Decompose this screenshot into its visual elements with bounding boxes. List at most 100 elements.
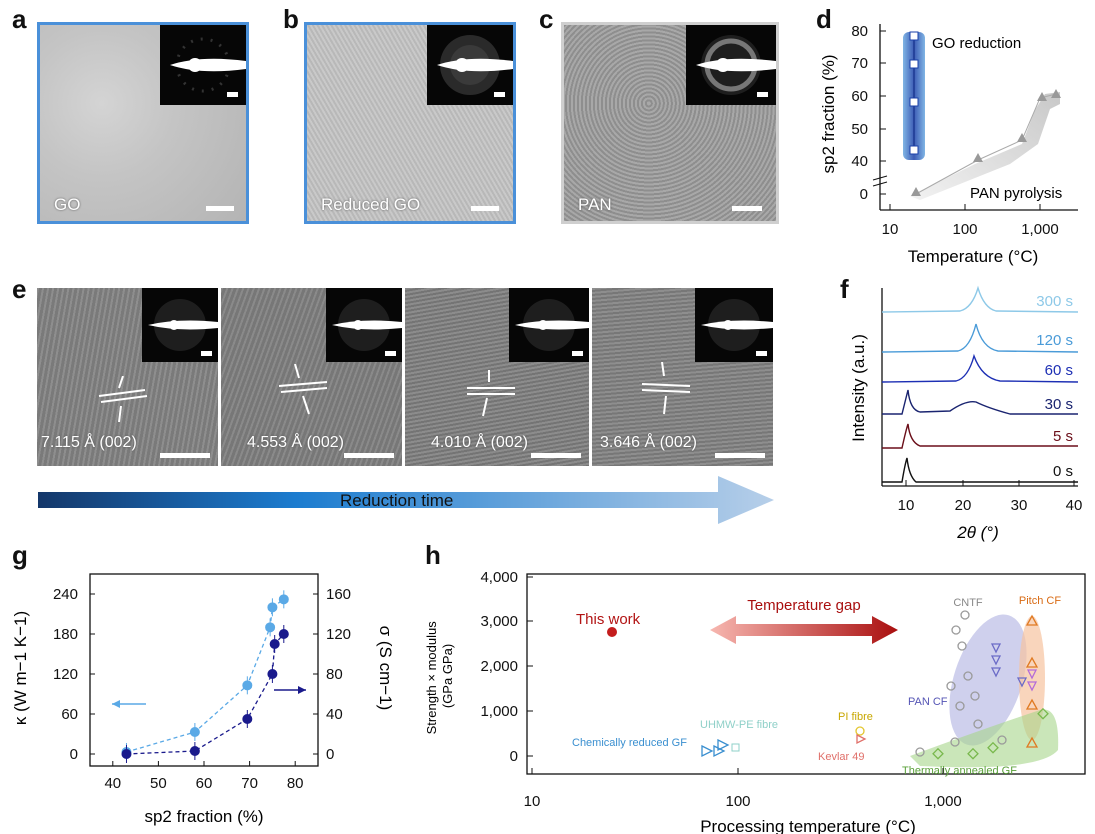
d-xtick-10: 10 bbox=[882, 221, 899, 238]
g-point-sigma bbox=[189, 746, 200, 756]
tem-label-go: GO bbox=[54, 195, 81, 214]
g-point-sigma bbox=[242, 714, 253, 724]
h-ytick-2000: 2,000 bbox=[480, 658, 518, 675]
f-label-60s: 60 s bbox=[1045, 362, 1073, 379]
d-ytick-80: 80 bbox=[851, 23, 868, 40]
h-ytick-3000: 3,000 bbox=[480, 613, 518, 630]
g-y2tick-120: 120 bbox=[326, 626, 351, 643]
tem-image-e1: 7.115 Å (002) bbox=[37, 288, 218, 466]
h-thermally-annealed-label: Thermally annealed GF bbox=[902, 765, 1017, 777]
g-y2label: σ (S cm−1) bbox=[376, 626, 395, 711]
g-ytick-0: 0 bbox=[70, 746, 78, 763]
h-ytick-1000: 1,000 bbox=[480, 703, 518, 720]
d-ylabel: sp2 fraction (%) bbox=[819, 54, 838, 173]
saed-inset-reduced-go bbox=[427, 25, 513, 105]
panel-letter-g: g bbox=[12, 540, 28, 570]
f-label-30s: 30 s bbox=[1045, 396, 1073, 413]
e-spacing-2: 4.553 Å (002) bbox=[247, 434, 344, 451]
d-ytick-40: 40 bbox=[851, 153, 868, 170]
scale-bar bbox=[732, 206, 762, 211]
d-legend-go: GO reduction bbox=[932, 35, 1021, 52]
g-y2tick-40: 40 bbox=[326, 706, 343, 723]
h-chemically-reduced-points bbox=[701, 738, 730, 758]
g-point-kappa bbox=[267, 602, 278, 613]
f-label-300s: 300 s bbox=[1036, 293, 1073, 310]
h-this-work-label: This work bbox=[576, 611, 641, 628]
f-label-0s: 0 s bbox=[1053, 463, 1073, 480]
saed-inset-go bbox=[160, 25, 246, 105]
h-kevlar-point bbox=[856, 733, 867, 745]
h-pitch-cf-points bbox=[1025, 614, 1039, 748]
h-pan-cf-label: PAN CF bbox=[908, 696, 948, 708]
chart-h: Temperature gap This work CNTF PAN CF Pi… bbox=[424, 569, 1086, 834]
g-point-sigma bbox=[121, 749, 132, 759]
d-ytick-70: 70 bbox=[851, 55, 868, 72]
scale-bar bbox=[471, 206, 499, 211]
g-ylabel: κ (W m−1 K−1) bbox=[11, 611, 30, 725]
f-curve-120s bbox=[881, 323, 1079, 353]
g-fit-kappa bbox=[126, 598, 285, 753]
h-temperature-gap-arrow bbox=[710, 616, 898, 644]
h-ylabel-line2: (GPa GPa) bbox=[440, 644, 455, 708]
reduction-time-label: Reduction time bbox=[340, 491, 454, 510]
g-point-kappa bbox=[189, 727, 200, 737]
panel-letter-d: d bbox=[816, 4, 832, 34]
h-chemically-reduced-label: Chemically reduced GF bbox=[572, 737, 687, 749]
g-point-sigma bbox=[267, 669, 278, 679]
g-point-kappa bbox=[265, 622, 276, 633]
h-cntf-label: CNTF bbox=[953, 597, 983, 609]
f-xtick-30: 30 bbox=[1011, 497, 1028, 514]
g-ytick-120: 120 bbox=[53, 666, 78, 683]
g-y2tick-80: 80 bbox=[326, 666, 343, 683]
tem-image-pan: PAN bbox=[561, 22, 779, 224]
g-xlabel: sp2 fraction (%) bbox=[144, 807, 263, 826]
f-curve-30s bbox=[882, 389, 1078, 415]
saed-inset-pan bbox=[686, 25, 776, 105]
g-y2tick-0: 0 bbox=[326, 746, 334, 763]
f-curve-0s bbox=[882, 457, 1078, 483]
d-ytick-50: 50 bbox=[851, 121, 868, 138]
h-ytick-4000: 4,000 bbox=[480, 569, 518, 586]
panel-letter-e: e bbox=[12, 274, 27, 304]
g-ytick-240: 240 bbox=[53, 586, 78, 603]
g-ytick-60: 60 bbox=[61, 706, 78, 723]
h-pi-fibre-point bbox=[855, 726, 865, 736]
panel-letter-c: c bbox=[539, 4, 554, 34]
h-thermally-annealed-region bbox=[910, 709, 1059, 768]
f-xtick-20: 20 bbox=[955, 497, 972, 514]
g-xtick-80: 80 bbox=[287, 775, 304, 792]
tem-image-e4: 3.646 Å (002) bbox=[592, 288, 773, 466]
panel-letter-h: h bbox=[425, 540, 441, 570]
f-label-120s: 120 s bbox=[1036, 332, 1073, 349]
d-pan-points bbox=[911, 89, 1061, 196]
h-ytick-0: 0 bbox=[510, 748, 518, 765]
h-xlabel: Processing temperature (°C) bbox=[700, 817, 916, 834]
e-spacing-1: 7.115 Å (002) bbox=[41, 434, 137, 451]
f-xtick-40: 40 bbox=[1066, 497, 1083, 514]
h-temperature-gap-label: Temperature gap bbox=[747, 597, 860, 614]
f-curve-5s bbox=[882, 423, 1078, 449]
f-xtick-10: 10 bbox=[898, 497, 915, 514]
g-xtick-60: 60 bbox=[196, 775, 213, 792]
h-kevlar-label: Kevlar 49 bbox=[818, 751, 864, 763]
tem-image-go: GO bbox=[37, 22, 249, 224]
e-spacing-3: 4.010 Å (002) bbox=[431, 434, 528, 451]
d-xtick-100: 100 bbox=[952, 221, 977, 238]
g-xtick-70: 70 bbox=[241, 775, 258, 792]
d-ytick-60: 60 bbox=[851, 88, 868, 105]
d-pan-band bbox=[910, 92, 1060, 200]
g-point-kappa bbox=[242, 680, 253, 691]
f-curve-60s bbox=[881, 353, 1079, 383]
h-xtick-100: 100 bbox=[725, 793, 750, 810]
d-legend-pan: PAN pyrolysis bbox=[970, 185, 1062, 202]
h-cntf-points bbox=[915, 610, 1007, 757]
tem-label-reduced-go: Reduced GO bbox=[321, 195, 421, 214]
h-pan-cf-region bbox=[949, 614, 1027, 746]
h-uhmwpe-label: UHMW-PE fibre bbox=[700, 719, 778, 731]
panel-letter-a: a bbox=[12, 4, 27, 34]
tem-image-reduced-go: Reduced GO bbox=[304, 22, 516, 224]
g-xtick-40: 40 bbox=[104, 775, 121, 792]
h-xtick-10: 10 bbox=[524, 793, 541, 810]
h-ylabel-line1: Strength × modulus bbox=[424, 621, 439, 735]
panel-letter-f: f bbox=[840, 274, 849, 304]
